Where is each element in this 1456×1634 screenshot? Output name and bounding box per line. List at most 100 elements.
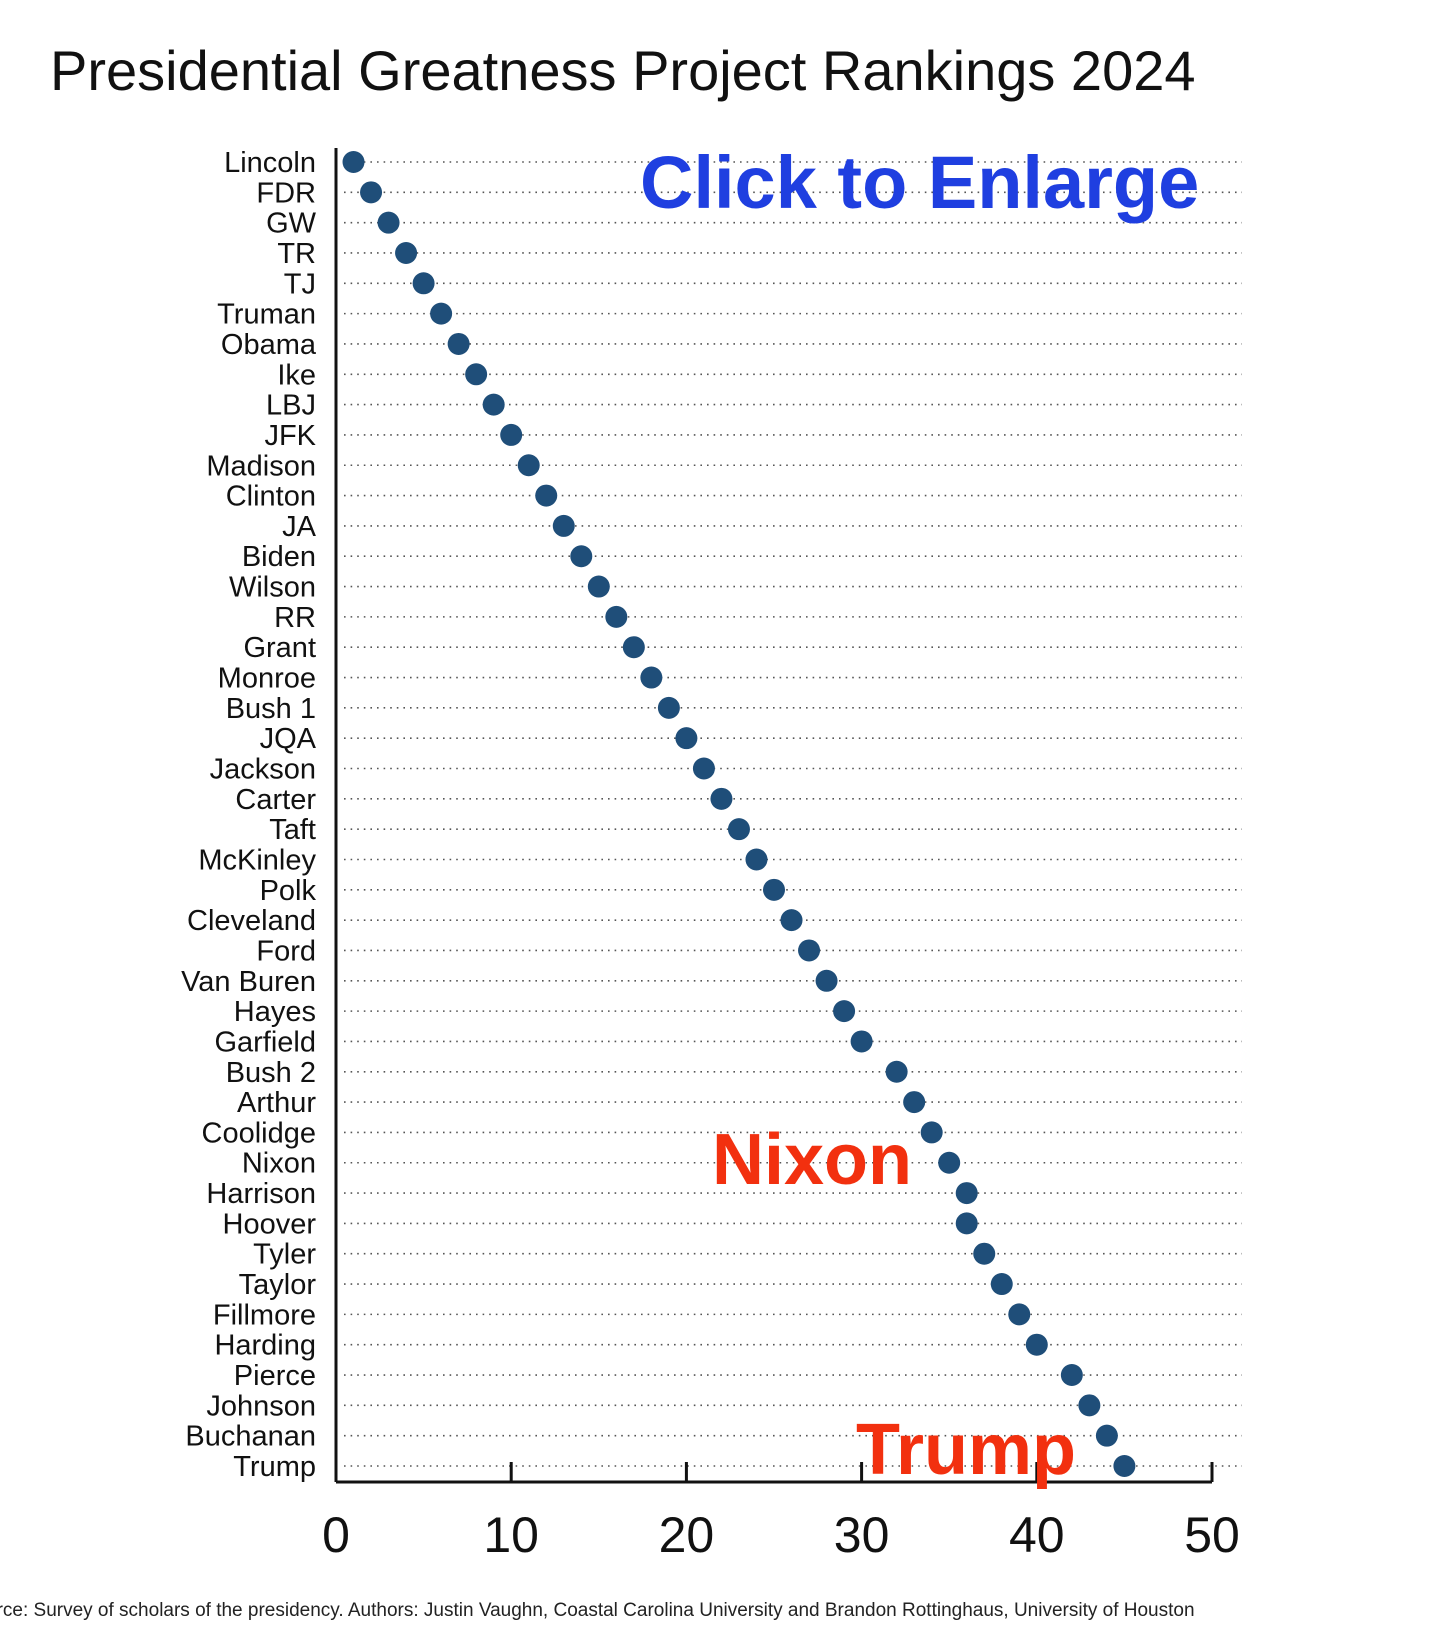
rank-dot (710, 787, 733, 810)
x-tick-label: 20 (659, 1507, 715, 1563)
rank-dot (1025, 1333, 1048, 1356)
rank-dot (745, 848, 768, 871)
rank-dot (955, 1182, 978, 1205)
x-tick-label: 50 (1184, 1507, 1240, 1563)
rank-dot (727, 818, 750, 841)
rank-dot (920, 1121, 943, 1144)
category-label: JFK (264, 420, 316, 452)
category-label: Garfield (214, 1026, 316, 1058)
rank-dot (780, 909, 803, 932)
rank-dot (587, 575, 610, 598)
category-label: Wilson (229, 572, 316, 604)
axes (334, 148, 1212, 1484)
rank-dot (1008, 1303, 1031, 1326)
rank-dot (622, 636, 645, 659)
rank-dot (447, 332, 470, 355)
category-label: Trump (233, 1451, 316, 1483)
category-label: Ike (277, 359, 316, 391)
rank-dot (675, 727, 698, 750)
category-label: Jackson (210, 754, 316, 786)
category-label: McKinley (198, 844, 316, 876)
category-label: JA (282, 511, 317, 543)
rank-dot (552, 514, 575, 537)
rank-dot (570, 545, 593, 568)
category-label: JQA (260, 723, 317, 755)
rank-dot (657, 696, 680, 719)
rank-dot (640, 666, 663, 689)
category-label: Madison (206, 450, 316, 482)
x-axis-ticks: 0 10 20 30 40 50 (322, 1462, 1240, 1563)
category-label: Monroe (218, 663, 316, 695)
rank-dots (342, 151, 1136, 1477)
category-label: Coolidge (202, 1117, 316, 1149)
rank-dot (517, 454, 540, 477)
rank-dot (833, 1000, 856, 1023)
category-label: Truman (217, 299, 316, 331)
x-tick-label: 0 (322, 1507, 350, 1563)
category-label: Harding (214, 1330, 316, 1362)
category-label: Ford (256, 935, 316, 967)
category-label: Pierce (234, 1360, 316, 1392)
dotted-guide-lines (344, 161, 1242, 1467)
source-note: urce: Survey of scholars of the presiden… (0, 1600, 1195, 1621)
rank-dot (1060, 1364, 1083, 1387)
rank-dot (395, 241, 418, 264)
rank-dot (990, 1273, 1013, 1296)
rank-dot (815, 969, 838, 992)
category-label: Obama (221, 329, 317, 361)
rank-dot (430, 302, 453, 325)
category-label: Taft (269, 814, 316, 846)
category-label: Arthur (237, 1087, 316, 1119)
rank-dot (482, 393, 505, 416)
rank-dot (692, 757, 715, 780)
category-label: Carter (235, 784, 316, 816)
category-label: FDR (256, 177, 316, 209)
category-label: Polk (260, 875, 317, 907)
rank-dot (763, 878, 785, 901)
rank-dot (605, 605, 628, 628)
category-label: TJ (284, 268, 316, 300)
category-label: Cleveland (187, 905, 316, 937)
rank-dot (412, 272, 435, 295)
rank-dot (938, 1151, 961, 1174)
rank-dot (850, 1030, 873, 1053)
category-label: Hayes (234, 996, 316, 1028)
rank-dot (377, 211, 400, 234)
x-tick-label: 40 (1009, 1507, 1065, 1563)
category-label: Nixon (242, 1148, 316, 1180)
category-labels: LincolnFDRGWTRTJTrumanObamaIkeLBJJFKMadi… (181, 147, 317, 1483)
category-label: LBJ (266, 390, 316, 422)
overlay-text: Click to Enlarge Nixon Trump (640, 141, 1199, 1490)
category-label: Tyler (253, 1239, 316, 1271)
category-label: Bush 2 (226, 1057, 316, 1089)
category-label: Taylor (239, 1269, 317, 1301)
rank-dot (798, 939, 821, 962)
category-label: Buchanan (185, 1421, 316, 1453)
rank-dot (973, 1242, 996, 1265)
category-label: Hoover (223, 1208, 317, 1240)
click-to-enlarge-link[interactable]: Click to Enlarge (640, 141, 1199, 224)
rank-dot (903, 1091, 926, 1114)
x-tick-label: 30 (834, 1507, 890, 1563)
category-label: Johnson (206, 1390, 316, 1422)
category-label: RR (274, 602, 316, 634)
rank-dot (500, 423, 523, 446)
category-label: Harrison (206, 1178, 316, 1210)
category-label: Van Buren (181, 966, 316, 998)
rank-dot (1113, 1455, 1136, 1477)
category-label: Bush 1 (226, 693, 316, 725)
rank-dot (342, 151, 365, 173)
trump-highlight-label: Trump (856, 1410, 1076, 1490)
rank-dot (535, 484, 558, 507)
chart-title: Presidential Greatness Project Rankings … (50, 39, 1196, 102)
rank-dot (465, 363, 488, 386)
category-label: Biden (242, 541, 316, 573)
rank-dot (885, 1060, 908, 1083)
category-label: Clinton (226, 481, 316, 513)
category-label: Lincoln (224, 147, 316, 179)
rank-dot (1095, 1424, 1118, 1447)
category-label: Fillmore (213, 1299, 316, 1331)
rank-dot (1078, 1394, 1101, 1417)
category-label: Grant (243, 632, 316, 664)
